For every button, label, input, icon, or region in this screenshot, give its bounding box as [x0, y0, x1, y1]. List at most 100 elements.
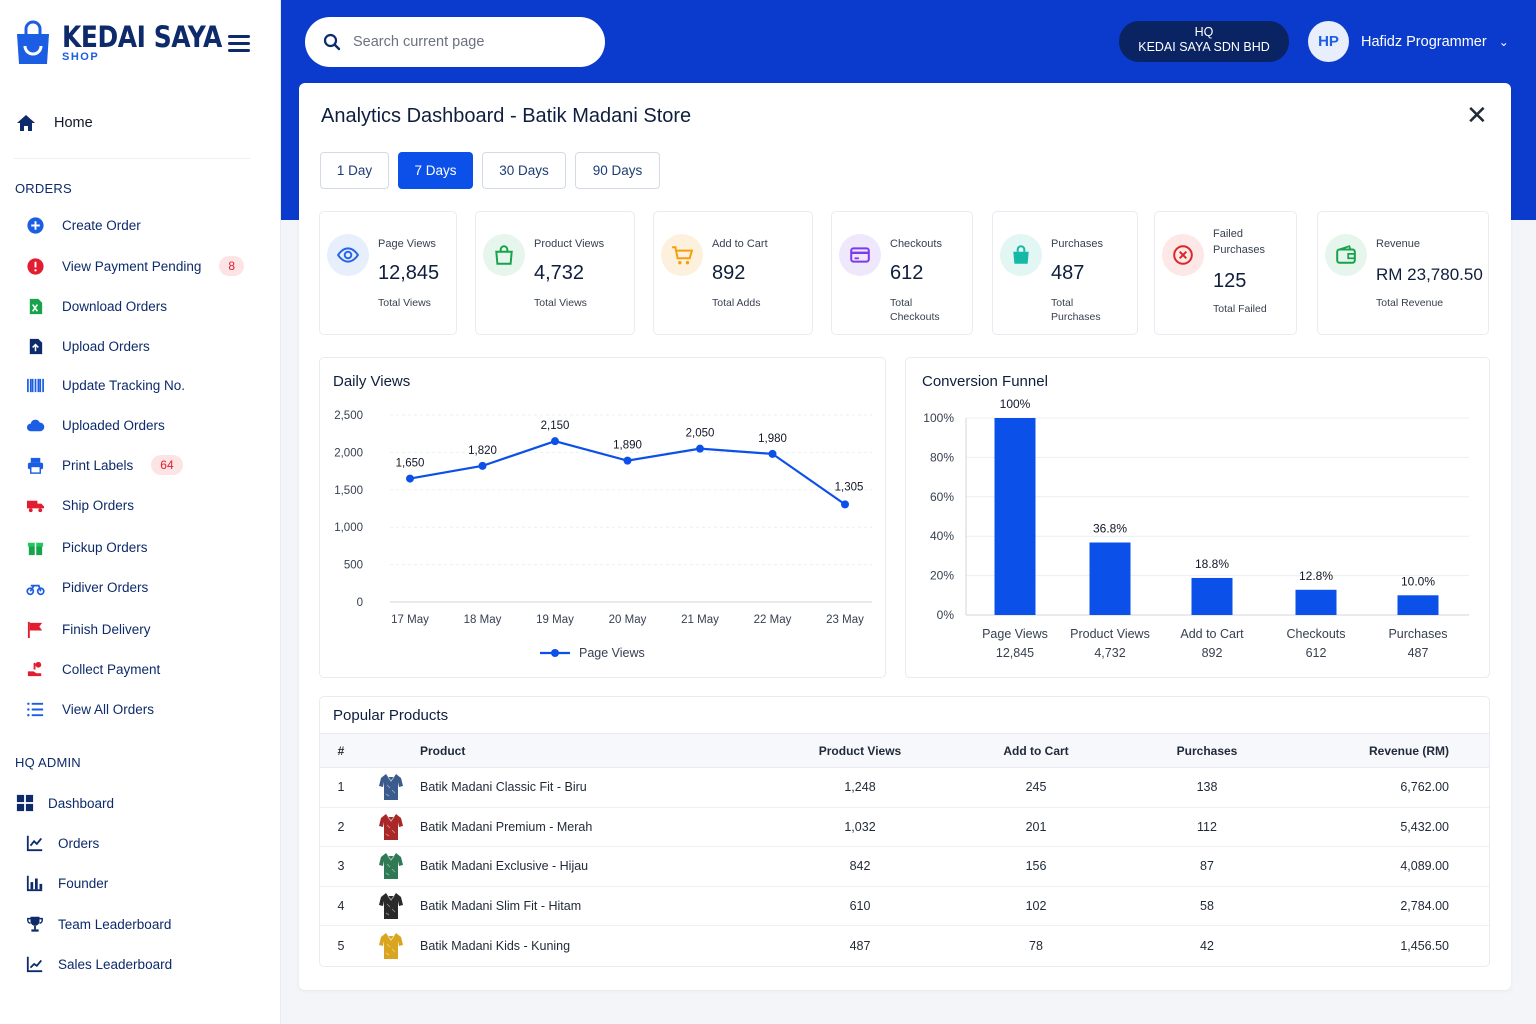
- product-shirt-thumbnail: [379, 853, 403, 880]
- product-name[interactable]: Batik Madani Classic Fit - Biru: [420, 767, 750, 808]
- sidebar-item-label: Finish Delivery: [62, 621, 151, 637]
- products-table: # Product Product Views Add to Cart Purc…: [320, 733, 1489, 965]
- credit-card-icon: [850, 247, 870, 263]
- trend-chart-icon: [26, 956, 43, 973]
- sidebar-item-label: Ship Orders: [62, 497, 135, 513]
- gift-icon: [24, 537, 46, 557]
- table-row[interactable]: 1 Batik Madani Classic Fit - Biru 1,248 …: [320, 767, 1489, 808]
- col-purchases[interactable]: Purchases: [1102, 733, 1312, 768]
- cart-icon: [672, 246, 693, 265]
- product-name[interactable]: Batik Madani Slim Fit - Hitam: [420, 886, 750, 926]
- sidebar-item-print-labels[interactable]: Print Labels 64: [24, 454, 183, 476]
- table-row[interactable]: 2 Batik Madani Premium - Merah 1,032 201…: [320, 807, 1489, 847]
- sidebar-item-founder[interactable]: Founder: [24, 872, 108, 894]
- data-point[interactable]: [768, 449, 777, 458]
- add-to-cart-cell: 102: [970, 886, 1102, 926]
- hq-switcher[interactable]: HQ KEDAI SAYA SDN BHD: [1119, 21, 1289, 62]
- sidebar-item-view-payment-pending[interactable]: View Payment Pending 8: [24, 255, 245, 277]
- x-tick-label: 21 May: [681, 614, 719, 626]
- sidebar-item-orders[interactable]: Orders: [24, 832, 99, 854]
- close-icon[interactable]: ✕: [1466, 100, 1488, 130]
- data-point[interactable]: [623, 456, 632, 465]
- data-point[interactable]: [406, 474, 414, 483]
- sidebar-item-label: Dashboard: [48, 795, 115, 811]
- data-point[interactable]: [841, 500, 849, 509]
- data-label: 2,150: [541, 420, 570, 432]
- menu-toggle-icon[interactable]: [228, 35, 250, 53]
- sidebar-item-dashboard[interactable]: Dashboard: [14, 792, 114, 814]
- page-title: Analytics Dashboard - Batik Madani Store: [321, 105, 692, 127]
- tab-90-days[interactable]: 90 Days: [575, 152, 660, 189]
- data-point[interactable]: [478, 461, 487, 470]
- brand-name: KEDAI SAYA: [62, 20, 222, 54]
- conversion-funnel-chart: 0% 20% 40% 60% 80% 100% 100% Page Views 12,845 36…: [923, 397, 1469, 660]
- sidebar-item-download-orders[interactable]: Download Orders: [24, 295, 167, 317]
- popular-products-panel: Popular Products # Product Product Views…: [319, 696, 1490, 967]
- sidebar-item-pidiver-orders[interactable]: Pidiver Orders: [24, 576, 148, 598]
- table-row[interactable]: 4 Batik Madani Slim Fit - Hitam 610 102 …: [320, 886, 1489, 926]
- admin-section-title: HQ ADMIN: [15, 755, 81, 770]
- funnel-bar[interactable]: [1295, 589, 1337, 615]
- sidebar-item-pickup-orders[interactable]: Pickup Orders: [24, 536, 148, 558]
- sidebar-item-upload-orders[interactable]: Upload Orders: [24, 335, 150, 357]
- legend-marker: [551, 649, 559, 657]
- rank-cell: 5: [337, 938, 345, 953]
- sidebar-item-uploaded-orders[interactable]: Uploaded Orders: [24, 414, 165, 436]
- funnel-bar[interactable]: [1191, 577, 1233, 615]
- avatar[interactable]: HP: [1308, 21, 1349, 62]
- product-name[interactable]: Batik Madani Kids - Kuning: [420, 938, 571, 953]
- trend-chart-icon: [24, 954, 46, 974]
- col-product-views[interactable]: Product Views: [750, 733, 970, 768]
- x-count-label: 612: [1306, 646, 1327, 660]
- stat-card-checkouts: Checkouts 612 Total Checkouts: [831, 211, 973, 335]
- col-add-to-cart[interactable]: Add to Cart: [970, 733, 1102, 768]
- stat-value: 4,732: [534, 262, 585, 284]
- excel-file-icon: [24, 296, 46, 316]
- search-box[interactable]: [305, 17, 605, 67]
- stat-sub: Total Views: [534, 297, 587, 309]
- table-row[interactable]: 5 Batik Madani Kids - Kuning 487 78 42 1…: [320, 926, 1489, 966]
- eye-icon: [337, 247, 359, 263]
- sidebar-item-create-order[interactable]: Create Order: [24, 214, 141, 236]
- product-views-cell: 1,032: [750, 807, 970, 847]
- popular-products-title: Popular Products: [333, 707, 449, 724]
- stat-card-page-views: Page Views 12,845 Total Views: [319, 211, 457, 335]
- bar-value-label: 18.8%: [1195, 557, 1229, 571]
- funnel-bar[interactable]: [1089, 542, 1131, 615]
- product-name[interactable]: Batik Madani Premium - Merah: [420, 807, 750, 847]
- data-point[interactable]: [696, 444, 704, 453]
- rank-cell: 4: [320, 886, 362, 926]
- y-tick-label: 0: [357, 597, 363, 609]
- printer-icon: [27, 457, 43, 474]
- sidebar-item-view-all-orders[interactable]: View All Orders: [24, 698, 154, 720]
- product-name[interactable]: Batik Madani Exclusive - Hijau: [420, 846, 750, 887]
- sidebar-item-ship-orders[interactable]: Ship Orders: [24, 494, 134, 516]
- shopping-bag-icon: [495, 245, 513, 265]
- tab-30-days[interactable]: 30 Days: [482, 152, 566, 189]
- y-tick-label: 500: [344, 560, 363, 572]
- legend-label[interactable]: Page Views: [579, 646, 645, 660]
- data-point[interactable]: [551, 437, 559, 446]
- stat-value: 892: [712, 262, 746, 284]
- funnel-bar[interactable]: [994, 418, 1036, 615]
- sidebar-item-finish-delivery[interactable]: Finish Delivery: [24, 618, 151, 640]
- sidebar-item-label: Collect Payment: [62, 661, 161, 677]
- sidebar-item-sales-leaderboard[interactable]: Sales Leaderboard: [24, 953, 172, 975]
- sidebar-item-home[interactable]: Home: [16, 114, 93, 132]
- tab-1-day[interactable]: 1 Day: [320, 152, 389, 189]
- user-menu[interactable]: Hafidz Programmer ⌄: [1361, 34, 1509, 50]
- sidebar-item-collect-payment[interactable]: Collect Payment: [24, 658, 160, 680]
- col-revenue[interactable]: Revenue (RM): [1312, 733, 1489, 768]
- stat-sub: Total Purchases: [1051, 297, 1101, 323]
- brand-logo[interactable]: KEDAI SAYA SHOP: [14, 20, 248, 66]
- sidebar-item-update-tracking-no[interactable]: Update Tracking No.: [24, 374, 185, 396]
- daily-views-panel: Daily Views 0 500 1,000 1,500 2,000 2,500 17 M…: [319, 357, 886, 678]
- search-input[interactable]: [353, 34, 573, 50]
- stat-card-product-views: Product Views 4,732 Total Views: [475, 211, 635, 335]
- tab-7-days[interactable]: 7 Days: [398, 152, 473, 189]
- funnel-bar[interactable]: [1397, 595, 1439, 615]
- y-tick-label: 2,000: [334, 447, 363, 459]
- table-row[interactable]: 3 Batik Madani Exclusive - Hijau 842 156…: [320, 846, 1489, 887]
- purchases-cell: 42: [1200, 938, 1214, 953]
- sidebar-item-team-leaderboard[interactable]: Team Leaderboard: [24, 913, 171, 935]
